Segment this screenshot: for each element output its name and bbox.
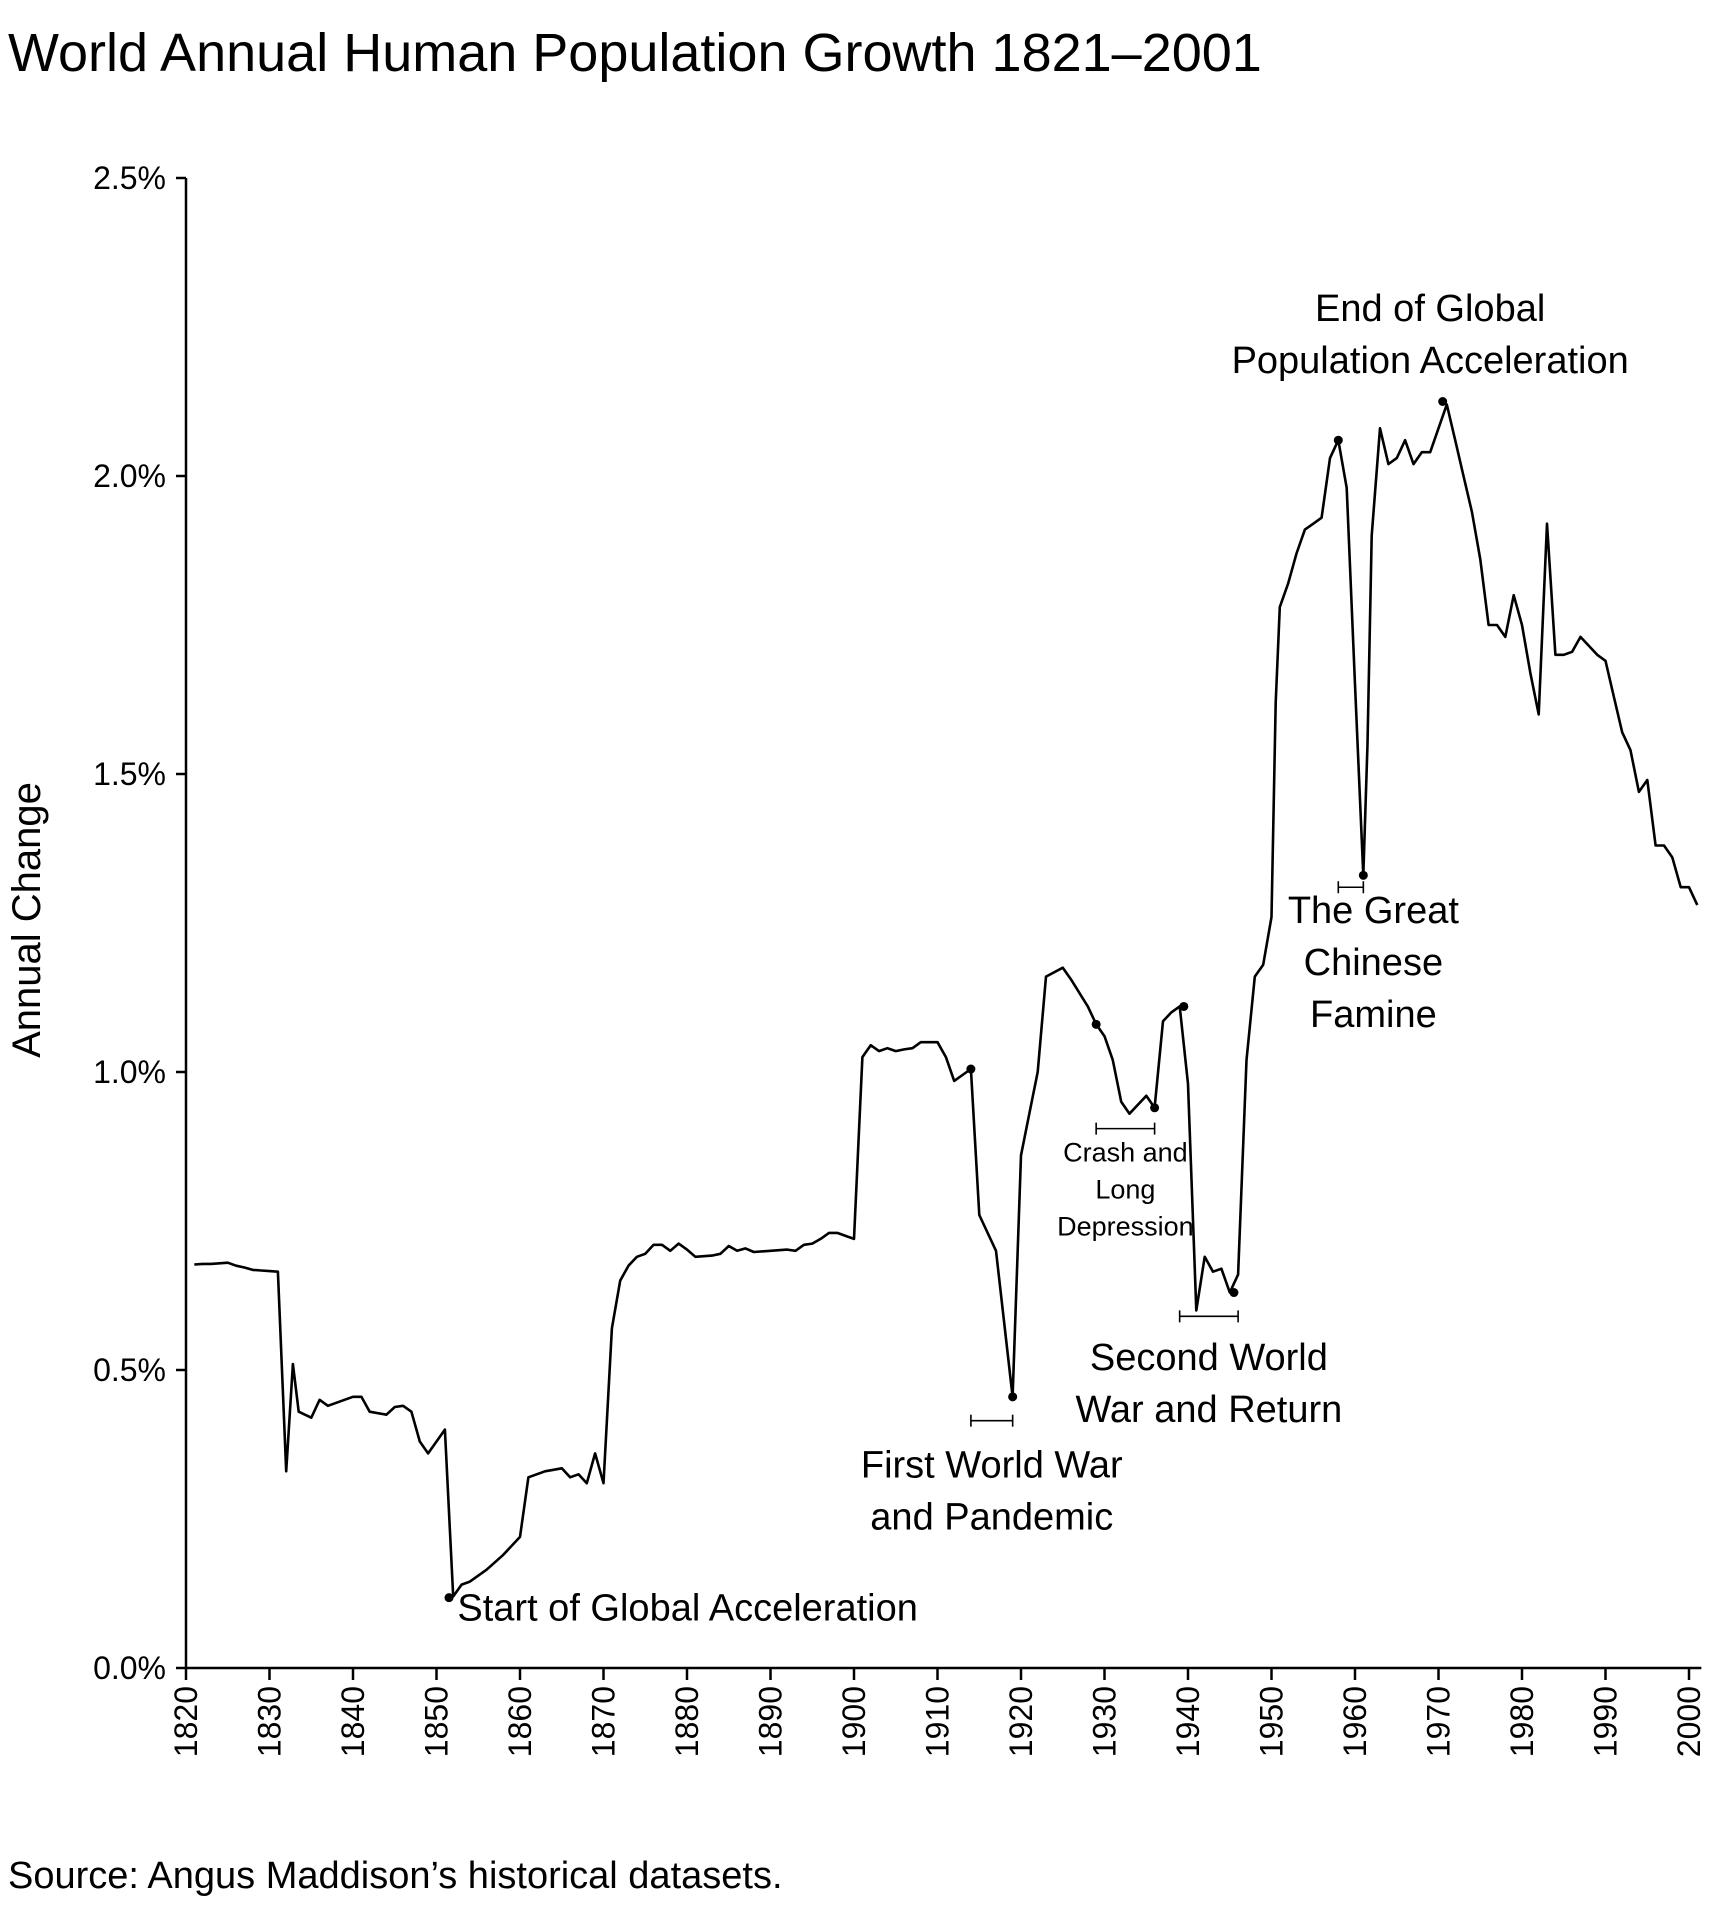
y-axis-label: Annual Change bbox=[5, 782, 49, 1058]
annotation-line: End of Global bbox=[1315, 288, 1545, 330]
annotation-bracket bbox=[1337, 881, 1365, 894]
x-tick-label: 1950 bbox=[1254, 1686, 1290, 1757]
y-tick-label: 1.5% bbox=[93, 756, 166, 792]
x-axis-ticks: 1820 1830 1840 1850 1860 1870 1880 1890 1900 1910… bbox=[168, 1668, 1707, 1757]
x-tick-label: 1830 bbox=[252, 1686, 288, 1757]
event-marker bbox=[1438, 397, 1448, 406]
y-tick-label: 2.0% bbox=[93, 458, 166, 494]
source-note: Source: Angus Maddison’s historical data… bbox=[8, 1855, 783, 1897]
annotation-label: The Great Chinese Famine bbox=[1288, 890, 1460, 1036]
x-tick-label: 1990 bbox=[1588, 1686, 1624, 1757]
y-tick-label: 1.0% bbox=[93, 1054, 166, 1090]
x-tick-label: 1920 bbox=[1003, 1686, 1039, 1757]
event-marker bbox=[966, 1064, 976, 1074]
annotation-line: Start of Global Acceleration bbox=[457, 1587, 917, 1629]
x-tick-label: 2000 bbox=[1671, 1686, 1707, 1757]
annotation-line: Crash and bbox=[1063, 1137, 1188, 1167]
event-marker bbox=[1179, 1001, 1189, 1011]
y-tick-label: 2.5% bbox=[93, 160, 166, 196]
annotation-label: Start of Global Acceleration bbox=[457, 1587, 917, 1629]
x-tick-label: 1850 bbox=[419, 1686, 455, 1757]
event-marker bbox=[1091, 1019, 1101, 1029]
marker-group bbox=[444, 397, 1448, 1603]
x-tick-label: 1910 bbox=[920, 1686, 956, 1757]
x-tick-label: 1960 bbox=[1337, 1686, 1373, 1757]
x-tick-label: 1970 bbox=[1421, 1686, 1457, 1757]
event-marker bbox=[1229, 1288, 1239, 1298]
annotation-line: Famine bbox=[1310, 994, 1437, 1036]
annotation-line: Chinese bbox=[1304, 942, 1443, 984]
annotation-line: Depression bbox=[1057, 1211, 1194, 1241]
series-group bbox=[194, 403, 1699, 1598]
bracket-group bbox=[970, 881, 1365, 1427]
event-marker bbox=[1358, 870, 1368, 880]
y-tick-label: 0.0% bbox=[93, 1650, 166, 1686]
annotation-label: Crash and Long Depression bbox=[1057, 1137, 1194, 1241]
x-tick-label: 1890 bbox=[753, 1686, 789, 1757]
x-tick-label: 1980 bbox=[1504, 1686, 1540, 1757]
chart-axes bbox=[184, 178, 1702, 1670]
chart-title: World Annual Human Population Growth 182… bbox=[8, 23, 1262, 83]
event-marker bbox=[1008, 1392, 1018, 1402]
x-tick-label: 1900 bbox=[836, 1686, 872, 1757]
annotation-line: The Great bbox=[1288, 890, 1460, 932]
annotation-label: First World War and Pandemic bbox=[861, 1444, 1123, 1538]
annotation-line: Second World bbox=[1090, 1337, 1328, 1379]
event-marker bbox=[444, 1593, 454, 1603]
annotation-bracket bbox=[1178, 1310, 1239, 1323]
annotation-line: First World War bbox=[861, 1444, 1123, 1486]
y-axis-ticks: 0.0% 0.5% 1.0% 1.5% 2.0% 2.5% bbox=[93, 160, 186, 1686]
x-tick-label: 1930 bbox=[1087, 1686, 1123, 1757]
x-tick-label: 1820 bbox=[168, 1686, 204, 1757]
annotation-line: Population Acceleration bbox=[1232, 340, 1629, 382]
annotation-label: Second World War and Return bbox=[1075, 1337, 1342, 1431]
x-tick-label: 1870 bbox=[586, 1686, 622, 1757]
x-tick-label: 1860 bbox=[502, 1686, 538, 1757]
annotation-bracket bbox=[970, 1414, 1014, 1427]
annotation-line: Long bbox=[1095, 1174, 1155, 1204]
annotation-line: War and Return bbox=[1075, 1389, 1342, 1431]
event-marker bbox=[1150, 1103, 1160, 1113]
annotation-line: and Pandemic bbox=[870, 1496, 1113, 1538]
annotation-label: End of Global Population Acceleration bbox=[1232, 288, 1629, 382]
series-line bbox=[194, 403, 1699, 1598]
annotation-group: Start of Global Acceleration First World … bbox=[457, 288, 1628, 1629]
y-tick-label: 0.5% bbox=[93, 1352, 166, 1388]
x-tick-label: 1840 bbox=[335, 1686, 371, 1757]
annotation-bracket bbox=[1095, 1122, 1156, 1135]
event-marker bbox=[1333, 435, 1343, 445]
x-tick-label: 1940 bbox=[1170, 1686, 1206, 1757]
x-tick-label: 1880 bbox=[669, 1686, 705, 1757]
